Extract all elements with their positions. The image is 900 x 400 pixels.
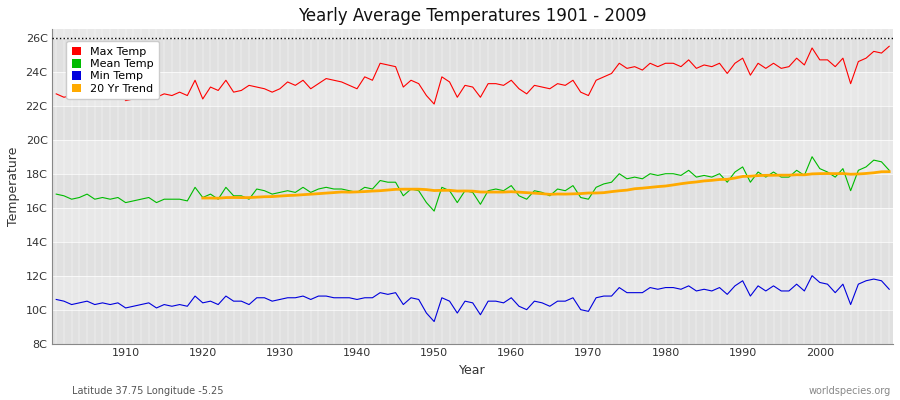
Bar [52,72,893,106]
Bar [52,208,893,242]
Bar [52,276,893,310]
Text: Latitude 37.75 Longitude -5.25: Latitude 37.75 Longitude -5.25 [72,386,223,396]
Title: Yearly Average Temperatures 1901 - 2009: Yearly Average Temperatures 1901 - 2009 [299,7,647,25]
X-axis label: Year: Year [459,364,486,377]
Bar [52,174,893,208]
Bar [52,106,893,140]
Legend: Max Temp, Mean Temp, Min Temp, 20 Yr Trend: Max Temp, Mean Temp, Min Temp, 20 Yr Tre… [67,41,158,99]
Text: worldspecies.org: worldspecies.org [809,386,891,396]
Bar [52,242,893,276]
Bar [52,140,893,174]
Y-axis label: Temperature: Temperature [7,147,20,226]
Bar [52,310,893,344]
Bar [52,38,893,72]
